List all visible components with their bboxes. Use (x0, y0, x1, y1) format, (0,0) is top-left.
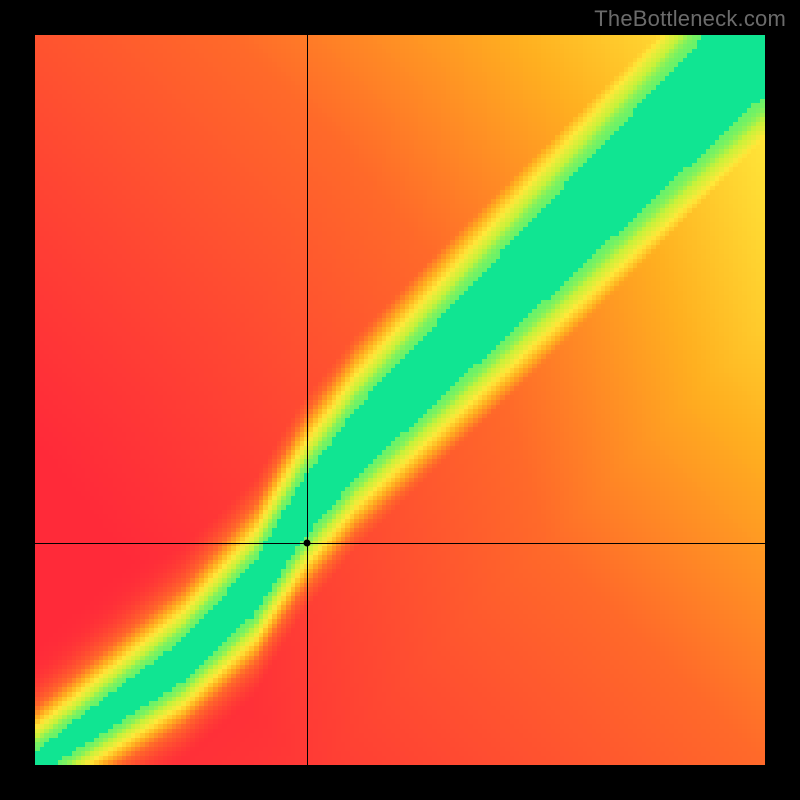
chart-container: TheBottleneck.com (0, 0, 800, 800)
crosshair-vertical (307, 35, 308, 765)
heatmap-plot (35, 35, 765, 765)
crosshair-horizontal (35, 543, 765, 544)
watermark-text: TheBottleneck.com (594, 6, 786, 32)
crosshair-point (304, 540, 311, 547)
heatmap-canvas (35, 35, 765, 765)
